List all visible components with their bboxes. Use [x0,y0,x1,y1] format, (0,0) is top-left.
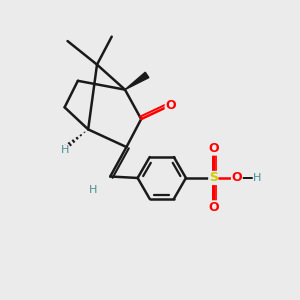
Text: H: H [60,145,69,155]
Text: O: O [208,142,219,155]
Text: S: S [209,172,218,184]
Text: O: O [232,172,242,184]
Text: O: O [165,99,176,112]
Text: H: H [88,185,97,195]
Polygon shape [125,72,149,90]
Text: H: H [253,173,262,183]
Text: O: O [208,201,219,214]
